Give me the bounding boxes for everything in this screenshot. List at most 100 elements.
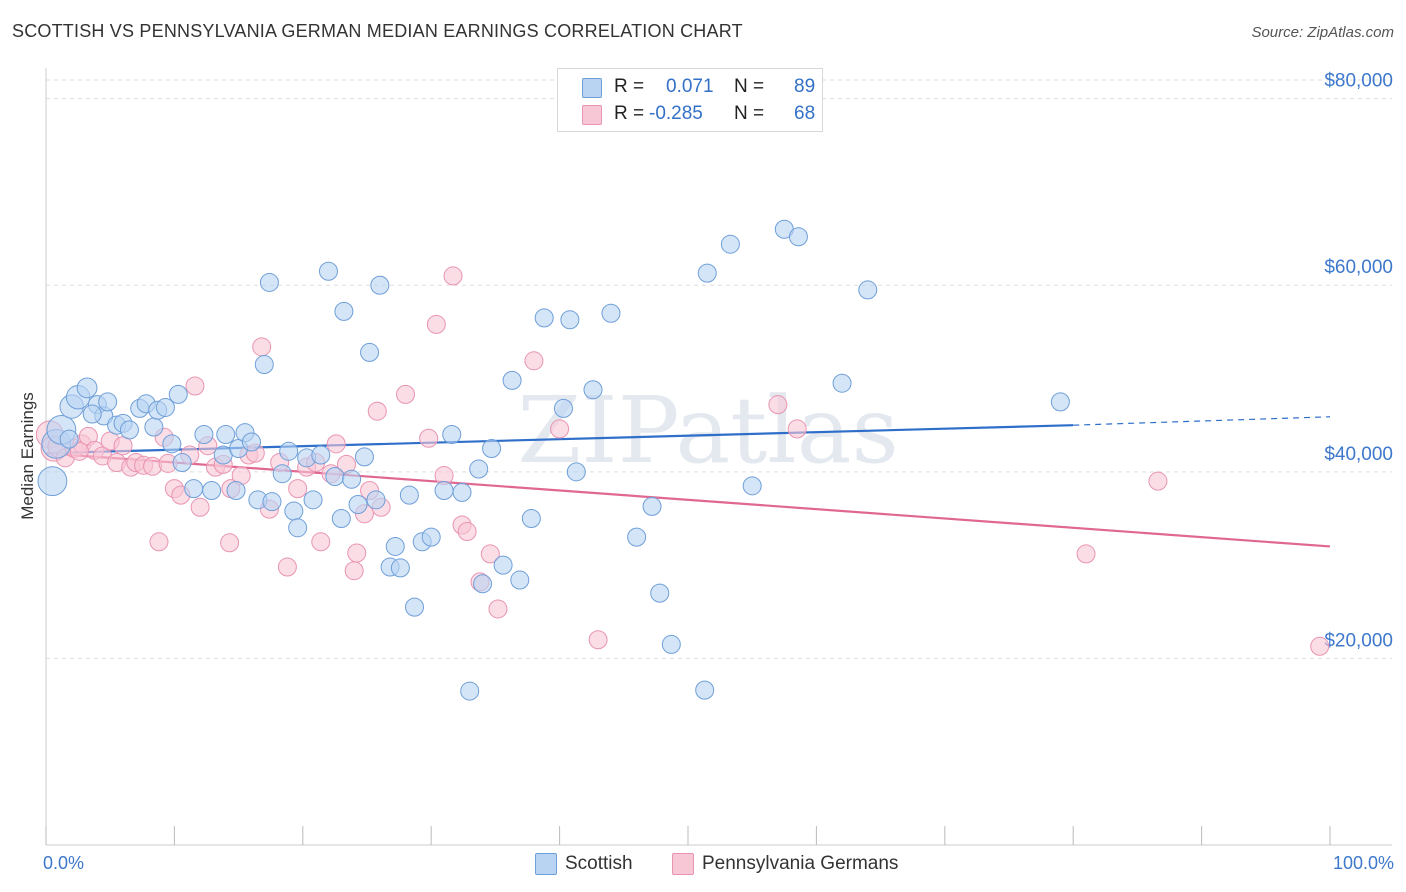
scottish-point [76,377,98,399]
pa-german-point [1148,471,1168,491]
scottish-point [241,432,261,452]
scottish-point [279,441,299,461]
pa-german-point [113,436,133,456]
scottish-point [1050,392,1070,412]
scottish-point [695,680,715,700]
scottish-point [194,425,214,445]
legend-r-label: R = [614,76,645,97]
series-swatch-pa-germans [672,853,694,875]
scottish-point [482,439,502,459]
scottish-point [534,308,554,328]
scottish-point [661,634,681,654]
legend-r-value-pa-germans: -0.285 [649,103,703,124]
scottish-point [642,496,662,516]
x-tick-label-max: 100.0% [1333,853,1394,873]
pa-german-point [443,266,463,286]
series-swatch-scottish [535,853,557,875]
scottish-point [202,480,222,500]
scottish-point [493,555,513,575]
scottish-point [601,303,621,323]
scottish-point [172,453,192,472]
pa-german-point [426,314,446,334]
pa-german-point [185,376,205,396]
pa-german-point [220,533,240,553]
pa-german-point [149,532,169,552]
scottish-point [162,434,182,454]
scottish-point [560,310,580,330]
legend-n-label: N = [734,103,765,124]
x-tick-label-min: 0.0% [43,853,84,873]
pa-german-point [457,522,477,542]
scottish-point [348,494,368,514]
pa-german-point [488,599,508,619]
scottish-point [452,482,472,502]
pa-german-point [367,401,387,421]
scottish-point [473,574,493,594]
scottish-point [421,527,441,547]
pa-german-point [419,428,439,448]
pa-german-point [288,479,308,499]
grid-layer [46,79,1392,659]
scottish-point [325,466,345,486]
scottish-point [318,261,338,281]
scottish-point [82,404,102,424]
point-layer [35,219,1330,701]
pa-german-point [1310,636,1330,656]
scottish-point [650,583,670,603]
legend-r-label: R = [614,103,645,124]
scottish-point [262,492,282,512]
series-label-pa-germans: Pennsylvania Germans [702,853,899,874]
scottish-point [184,479,204,499]
pa-german-trend-line [45,452,1331,548]
pa-german-point [69,441,89,461]
pa-german-point [277,557,297,577]
scottish-point [354,447,374,467]
scottish-point [442,425,462,445]
scottish-point [742,476,762,496]
scottish-point [370,275,390,295]
scottish-point [720,234,740,254]
scottish-point [168,384,188,404]
pa-german-point [588,630,608,650]
pa-german-point [347,543,367,563]
scottish-point [405,597,425,617]
scottish-point [390,558,410,578]
scottish-point [583,380,603,400]
scottish-point [342,469,362,489]
legend-n-value-pa-germans: 68 [794,103,816,124]
pa-german-point [1076,544,1096,564]
scottish-point [510,570,530,590]
source-label: Source: ZipAtlas.com [1251,24,1394,41]
scottish-point [226,480,246,500]
pa-german-point [311,532,331,552]
scottish-point [385,536,405,556]
pa-german-point [396,384,416,404]
scottish-point [334,301,354,321]
scottish-point [254,355,274,375]
scottish-point [521,508,541,528]
scottish-point [858,280,878,300]
scottish-point [331,508,351,528]
scottish-point [627,527,647,547]
legend-n-value-scottish: 89 [794,76,816,97]
scottish-point [460,681,480,701]
scottish-point [469,459,489,479]
scottish-point [59,429,79,449]
legend-swatch-pa-germans [582,105,602,125]
scottish-point [284,501,304,521]
axis-layer: $20,000 $40,000 $60,000 $80,000 [45,68,1393,846]
scottish-point [155,397,175,417]
legend-n-label: N = [734,76,765,97]
pa-german-point [768,395,788,415]
scottish-point [788,227,808,247]
scottish-point [360,342,380,362]
pa-german-point [326,434,346,454]
scottish-trend-extension [1073,416,1331,426]
scottish-point [119,420,139,440]
scottish-point [288,518,308,538]
chart-title: SCOTTISH VS PENNSYLVANIA GERMAN MEDIAN E… [12,21,743,41]
y-tick-label: $40,000 [1324,444,1393,465]
correlation-legend: R = 0.071 N = 89 R = -0.285 N = 68 [557,68,823,132]
legend-r-value-scottish: 0.071 [666,76,714,97]
scottish-point [144,417,164,437]
